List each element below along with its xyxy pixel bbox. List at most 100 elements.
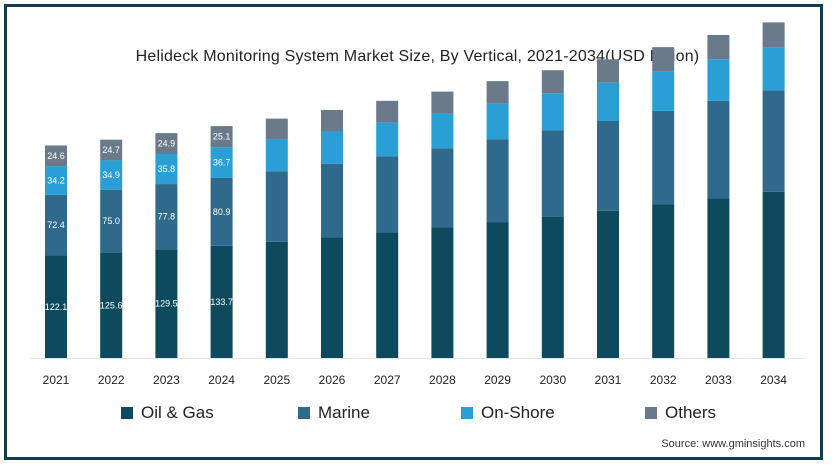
- x-tick-label: 2031: [595, 373, 622, 387]
- bar-segment-oil-gas-2029: [486, 222, 509, 358]
- legend-swatch: [298, 407, 310, 419]
- bar-segment-others-2027: [376, 100, 399, 123]
- bar-segment-oil-gas-2028: [431, 227, 454, 358]
- legend-swatch: [645, 407, 657, 419]
- bar-segment-oil-gas-2024: [210, 245, 233, 358]
- bar-segment-on-shore-2023: [155, 154, 178, 185]
- x-tick-label: 2022: [98, 373, 125, 387]
- bar-segment-oil-gas-2034: [762, 191, 785, 358]
- bar-segment-on-shore-2030: [541, 93, 564, 131]
- bar-segment-others-2031: [597, 59, 619, 83]
- bar-segment-marine-2028: [431, 148, 454, 228]
- bar-segment-marine-2023: [155, 184, 178, 250]
- bar-segment-others-2024: [210, 126, 233, 148]
- x-tick-label: 2029: [484, 373, 511, 387]
- legend-label: Oil & Gas: [141, 403, 214, 422]
- bar-segment-others-2022: [100, 139, 123, 161]
- bar-segment-on-shore-2021: [45, 166, 67, 195]
- bar-segment-oil-gas-2027: [376, 232, 399, 358]
- legend-label: Others: [665, 403, 717, 422]
- bar-segment-oil-gas-2030: [541, 216, 564, 358]
- bar-segment-on-shore-2031: [597, 82, 619, 121]
- bar-segment-others-2029: [486, 81, 509, 104]
- bar-segment-on-shore-2027: [376, 122, 399, 157]
- bar-segment-oil-gas-2033: [707, 198, 730, 358]
- bar-segment-on-shore-2033: [707, 59, 730, 101]
- bar-segment-others-2034: [762, 22, 785, 48]
- stacked-bar-chart: 122.1 72.4 34.2 24.6 2021 125.6 75.0 34.9 24.7 20…: [30, 22, 805, 387]
- bar-segment-marine-2022: [100, 189, 123, 253]
- x-tick-label: 2034: [760, 373, 787, 387]
- bar-segment-others-2026: [321, 109, 343, 132]
- bar-segment-marine-2025: [265, 171, 288, 242]
- data-label: 122.1: [45, 302, 68, 312]
- x-tick-label: 2033: [705, 373, 732, 387]
- bar-segment-others-2021: [45, 145, 67, 167]
- x-tick-label: 2030: [539, 373, 566, 387]
- x-tick-label: 2032: [650, 373, 677, 387]
- data-label: 36.7: [213, 158, 231, 168]
- bar-segment-on-shore-2034: [762, 47, 785, 91]
- bar-segment-others-2030: [541, 70, 564, 94]
- bar-segment-marine-2027: [376, 156, 399, 233]
- data-label: 25.1: [213, 132, 231, 142]
- x-tick-label: 2021: [43, 373, 70, 387]
- bar-segment-others-2033: [707, 34, 730, 60]
- bar-segment-oil-gas-2026: [321, 237, 343, 358]
- bar-segment-others-2023: [155, 133, 178, 155]
- x-tick-label: 2025: [263, 373, 290, 387]
- data-label: 35.8: [158, 164, 176, 174]
- data-label: 133.7: [210, 297, 233, 307]
- x-tick-label: 2028: [429, 373, 456, 387]
- legend-item: Oil & Gas: [121, 403, 214, 423]
- data-label: 80.9: [213, 207, 231, 217]
- legend-swatch: [461, 407, 473, 419]
- chart-frame: [4, 4, 823, 460]
- bar-segment-marine-2030: [541, 130, 564, 217]
- x-tick-label: 2026: [319, 373, 346, 387]
- bar-segment-oil-gas-2023: [155, 249, 178, 358]
- bar-segment-others-2032: [652, 47, 675, 72]
- source-note: Source: www.gminsights.com: [661, 438, 805, 450]
- bar-segment-marine-2031: [597, 120, 619, 211]
- bar-segment-marine-2029: [486, 139, 509, 223]
- bar-segment-marine-2032: [652, 110, 675, 205]
- bar-segment-oil-gas-2021: [45, 255, 67, 358]
- bar-segment-on-shore-2022: [100, 160, 123, 190]
- x-tick-label: 2023: [153, 373, 180, 387]
- data-label: 24.9: [158, 139, 176, 149]
- bar-segment-oil-gas-2032: [652, 204, 675, 358]
- bar-segment-marine-2024: [210, 177, 233, 246]
- bar-segment-marine-2026: [321, 163, 343, 238]
- bar-segment-marine-2033: [707, 100, 730, 199]
- bar-segment-oil-gas-2022: [100, 252, 123, 358]
- bar-segment-on-shore-2029: [486, 103, 509, 140]
- data-label: 34.2: [47, 175, 65, 185]
- x-tick-label: 2027: [374, 373, 401, 387]
- bar-segment-on-shore-2024: [210, 147, 233, 178]
- data-label: 125.6: [100, 300, 123, 310]
- bar-segment-others-2028: [431, 91, 454, 114]
- legend-item: Marine: [298, 403, 370, 423]
- bar-segment-oil-gas-2031: [597, 210, 619, 358]
- data-label: 72.4: [47, 220, 65, 230]
- data-label: 34.9: [102, 170, 120, 180]
- data-label: 77.8: [158, 212, 176, 222]
- legend-item: On-Shore: [461, 403, 555, 423]
- legend-swatch: [121, 407, 133, 419]
- bar-segment-marine-2021: [45, 194, 67, 256]
- bar-segment-on-shore-2028: [431, 113, 454, 149]
- bar-segment-marine-2034: [762, 90, 785, 192]
- data-label: 129.5: [155, 299, 178, 309]
- chart-title: Helideck Monitoring System Market Size, …: [135, 48, 700, 65]
- bar-segment-others-2025: [265, 118, 288, 140]
- bar-segment-on-shore-2026: [321, 131, 343, 164]
- data-label: 24.6: [47, 151, 65, 161]
- legend-item: Others: [645, 403, 716, 423]
- chart-legend: Oil & Gas Marine On-Shore Others: [0, 403, 835, 427]
- bar-segment-on-shore-2025: [265, 139, 288, 172]
- data-label: 75.0: [102, 216, 120, 226]
- legend-label: Marine: [318, 403, 370, 422]
- bar-segment-on-shore-2032: [652, 71, 675, 111]
- x-tick-label: 2024: [208, 373, 235, 387]
